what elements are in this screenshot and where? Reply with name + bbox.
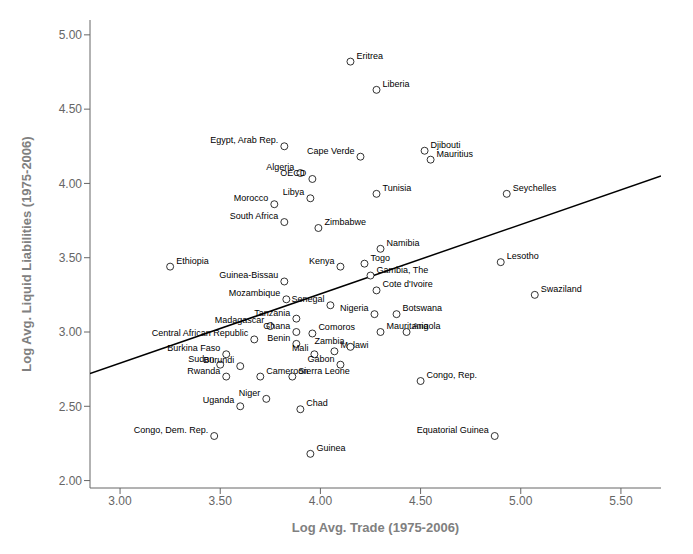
svg-text:Angola: Angola bbox=[413, 321, 441, 331]
svg-text:Burundi: Burundi bbox=[203, 355, 234, 365]
svg-text:4.00: 4.00 bbox=[309, 494, 333, 508]
svg-text:Swaziland: Swaziland bbox=[541, 284, 582, 294]
svg-text:Zambia: Zambia bbox=[314, 336, 344, 346]
svg-text:Guinea-Bissau: Guinea-Bissau bbox=[219, 270, 278, 280]
svg-text:Kenya: Kenya bbox=[309, 256, 335, 266]
svg-text:Madagascar: Madagascar bbox=[215, 315, 265, 325]
svg-text:4.00: 4.00 bbox=[59, 177, 83, 191]
svg-text:Ghana: Ghana bbox=[263, 321, 290, 331]
svg-text:3.50: 3.50 bbox=[209, 494, 233, 508]
svg-text:3.50: 3.50 bbox=[59, 251, 83, 265]
svg-text:Eritrea: Eritrea bbox=[356, 51, 383, 61]
svg-text:Tunisia: Tunisia bbox=[383, 183, 412, 193]
svg-text:4.50: 4.50 bbox=[409, 494, 433, 508]
svg-text:South Africa: South Africa bbox=[230, 211, 279, 221]
svg-text:Mauritius: Mauritius bbox=[437, 149, 474, 159]
svg-text:Sudan: Sudan bbox=[188, 353, 215, 364]
svg-text:Malawi: Malawi bbox=[340, 340, 368, 350]
svg-text:Mali: Mali bbox=[292, 343, 309, 353]
svg-text:Log Avg. Trade (1975-2006): Log Avg. Trade (1975-2006) bbox=[292, 520, 459, 535]
svg-text:Djibouti: Djibouti bbox=[430, 139, 461, 150]
svg-text:Morocco: Morocco bbox=[234, 193, 269, 203]
svg-text:Nigeria: Nigeria bbox=[340, 303, 369, 313]
svg-text:5.00: 5.00 bbox=[59, 28, 83, 42]
svg-text:Libya: Libya bbox=[283, 187, 305, 197]
svg-text:5.00: 5.00 bbox=[509, 494, 533, 508]
svg-text:Seychelles: Seychelles bbox=[513, 183, 557, 193]
svg-text:Rwanda: Rwanda bbox=[187, 366, 220, 376]
svg-text:Gambia, The: Gambia, The bbox=[376, 265, 428, 275]
svg-text:Chad: Chad bbox=[306, 398, 328, 408]
svg-text:2.00: 2.00 bbox=[59, 474, 83, 488]
svg-text:Cameroon: Cameroon bbox=[266, 365, 309, 376]
svg-text:4.50: 4.50 bbox=[59, 102, 83, 116]
svg-text:Cape Verde: Cape Verde bbox=[307, 146, 355, 156]
svg-text:Botswana: Botswana bbox=[403, 303, 443, 313]
svg-text:Burkina Faso: Burkina Faso bbox=[167, 343, 220, 353]
svg-text:Central African Republic: Central African Republic bbox=[152, 328, 249, 338]
svg-text:2.50: 2.50 bbox=[59, 400, 83, 414]
svg-text:Comoros: Comoros bbox=[318, 322, 355, 332]
svg-text:Namibia: Namibia bbox=[387, 238, 420, 248]
svg-text:Tanzania: Tanzania bbox=[254, 307, 291, 318]
svg-text:Uganda: Uganda bbox=[203, 395, 235, 405]
svg-text:Liberia: Liberia bbox=[383, 79, 410, 89]
svg-text:Congo, Dem. Rep.: Congo, Dem. Rep. bbox=[134, 425, 209, 435]
svg-text:Congo, Rep.: Congo, Rep. bbox=[427, 370, 478, 380]
svg-text:Log Avg. Liquid Liabilities (1: Log Avg. Liquid Liabilities (1975-2006) bbox=[19, 136, 34, 371]
svg-text:Ethiopia: Ethiopia bbox=[176, 256, 209, 266]
svg-text:Niger: Niger bbox=[239, 388, 261, 398]
svg-text:Benin: Benin bbox=[267, 333, 290, 343]
svg-text:Lesotho: Lesotho bbox=[507, 251, 539, 261]
svg-text:Gabon: Gabon bbox=[307, 354, 334, 364]
svg-text:Togo: Togo bbox=[370, 253, 390, 263]
svg-text:3.00: 3.00 bbox=[108, 494, 132, 508]
svg-text:Senegal: Senegal bbox=[291, 294, 324, 304]
svg-text:3.00: 3.00 bbox=[59, 325, 83, 339]
svg-text:Sierra Leone: Sierra Leone bbox=[298, 365, 350, 376]
svg-text:Zimbabwe: Zimbabwe bbox=[324, 217, 366, 227]
svg-text:Mozambique: Mozambique bbox=[229, 288, 281, 298]
svg-text:5.50: 5.50 bbox=[609, 494, 633, 508]
svg-text:Egypt, Arab Rep.: Egypt, Arab Rep. bbox=[210, 135, 278, 145]
svg-text:Cote d'Ivoire: Cote d'Ivoire bbox=[383, 279, 433, 289]
svg-text:Guinea: Guinea bbox=[316, 443, 345, 453]
svg-text:OECD: OECD bbox=[280, 168, 307, 178]
svg-text:Equatorial Guinea: Equatorial Guinea bbox=[417, 425, 489, 435]
